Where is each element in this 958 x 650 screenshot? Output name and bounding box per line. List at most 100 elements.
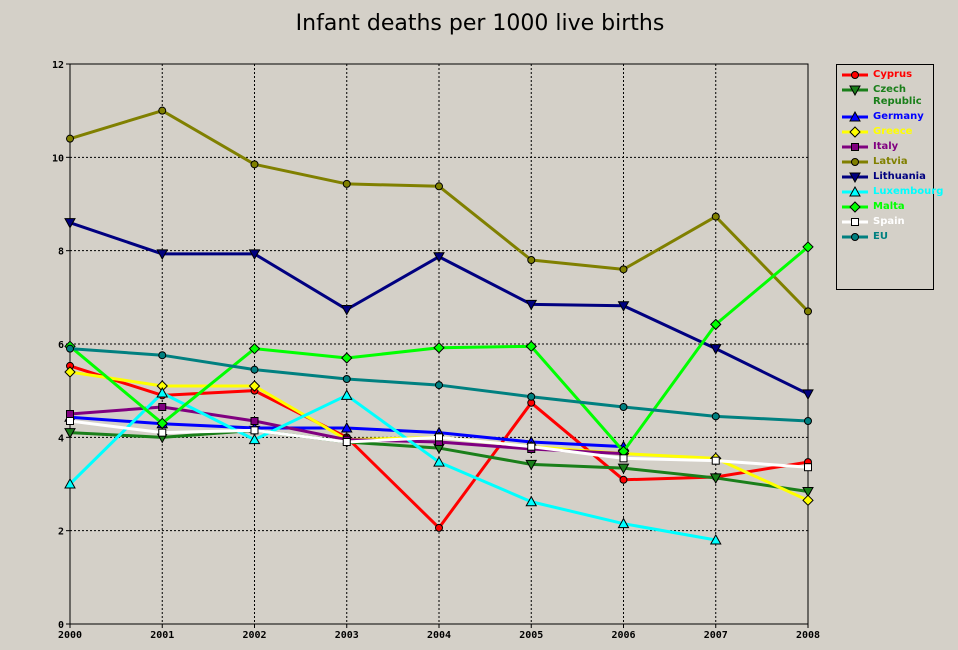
marker bbox=[619, 403, 628, 411]
legend-swatch bbox=[842, 186, 868, 197]
marker bbox=[158, 403, 167, 411]
x-tick-label: 2001 bbox=[150, 630, 174, 641]
marker bbox=[340, 421, 353, 433]
marker bbox=[248, 249, 261, 260]
marker bbox=[525, 340, 537, 353]
legend-label: Germany bbox=[873, 111, 924, 122]
legend-label: Lithuania bbox=[873, 171, 926, 182]
legend-swatch bbox=[842, 126, 868, 138]
marker bbox=[851, 218, 859, 226]
marker bbox=[802, 486, 814, 498]
marker bbox=[66, 417, 74, 425]
x-tick-label: 2005 bbox=[519, 630, 543, 641]
marker bbox=[66, 134, 74, 143]
marker bbox=[341, 352, 353, 364]
marker bbox=[250, 160, 259, 169]
marker bbox=[527, 392, 536, 401]
legend-label: Greece bbox=[873, 126, 913, 137]
marker bbox=[340, 389, 353, 400]
marker bbox=[709, 533, 722, 545]
marker bbox=[619, 475, 628, 484]
marker bbox=[64, 428, 76, 439]
x-tick-label: 2008 bbox=[796, 630, 820, 641]
marker bbox=[433, 342, 445, 354]
marker bbox=[619, 454, 628, 463]
legend-label: Luxembourg bbox=[873, 186, 944, 197]
marker bbox=[342, 179, 351, 188]
marker bbox=[851, 143, 859, 151]
series-line bbox=[68, 391, 717, 542]
marker bbox=[710, 318, 722, 331]
marker bbox=[248, 380, 261, 392]
marker bbox=[802, 494, 814, 507]
marker bbox=[158, 428, 167, 437]
legend-label: Cyprus bbox=[873, 69, 913, 80]
legend-item: Cyprus bbox=[841, 69, 933, 81]
legend-swatch bbox=[842, 233, 868, 241]
chart-title: Infant deaths per 1000 live births bbox=[296, 11, 665, 36]
legend: Cyprus Czech Republic Germany Greece Italy La… bbox=[836, 64, 944, 290]
marker bbox=[711, 456, 720, 465]
legend-item: Lithuania bbox=[841, 171, 933, 183]
y-tick-label: 8 bbox=[58, 247, 64, 258]
marker bbox=[849, 201, 861, 213]
legend-label: Czech Republic bbox=[873, 84, 922, 107]
marker bbox=[64, 477, 76, 489]
legend-label: Spain bbox=[873, 216, 905, 227]
marker bbox=[340, 304, 353, 316]
marker bbox=[711, 412, 720, 421]
legend-swatch bbox=[842, 158, 868, 166]
y-tick-label: 6 bbox=[58, 340, 64, 351]
marker bbox=[433, 252, 445, 263]
marker bbox=[849, 111, 861, 122]
marker bbox=[342, 375, 351, 383]
marker bbox=[156, 417, 168, 430]
legend-item: EU bbox=[841, 231, 933, 243]
y-tick-label: 12 bbox=[52, 60, 64, 71]
legend-label: Latvia bbox=[873, 156, 908, 167]
marker bbox=[709, 344, 722, 355]
x-tick-label: 2000 bbox=[58, 630, 82, 641]
marker bbox=[804, 307, 812, 316]
legend-swatch bbox=[842, 172, 868, 183]
marker bbox=[433, 456, 445, 467]
marker bbox=[851, 233, 859, 241]
marker bbox=[66, 410, 74, 418]
marker bbox=[435, 381, 443, 390]
marker bbox=[802, 241, 814, 253]
marker bbox=[849, 126, 861, 138]
marker bbox=[248, 342, 261, 355]
marker bbox=[849, 186, 861, 197]
y-tick-label: 10 bbox=[52, 153, 64, 164]
marker bbox=[617, 463, 630, 475]
marker bbox=[248, 433, 261, 445]
marker bbox=[156, 386, 169, 398]
marker bbox=[849, 85, 861, 96]
marker bbox=[435, 182, 443, 191]
marker bbox=[435, 433, 443, 442]
marker bbox=[64, 218, 76, 229]
legend-swatch bbox=[842, 201, 868, 213]
legend-item: Luxembourg bbox=[841, 186, 944, 198]
marker bbox=[711, 212, 720, 221]
y-tick-label: 0 bbox=[58, 620, 64, 631]
y-tick-label: 4 bbox=[58, 433, 64, 444]
marker bbox=[527, 256, 536, 264]
legend-item: Czech Republic bbox=[841, 84, 933, 108]
legend-swatch bbox=[842, 111, 868, 122]
marker bbox=[250, 417, 259, 425]
marker bbox=[802, 389, 814, 400]
legend-item: Italy bbox=[841, 141, 933, 153]
marker bbox=[435, 523, 443, 532]
x-tick-label: 2002 bbox=[242, 630, 266, 641]
marker bbox=[158, 351, 167, 360]
legend-swatch bbox=[842, 218, 868, 226]
marker bbox=[156, 249, 169, 260]
y-tick-label: 2 bbox=[58, 527, 64, 538]
marker bbox=[709, 473, 722, 484]
legend-item: Latvia bbox=[841, 156, 933, 168]
marker bbox=[527, 442, 536, 451]
legend-swatch bbox=[842, 71, 868, 79]
legend-swatch bbox=[842, 85, 868, 96]
